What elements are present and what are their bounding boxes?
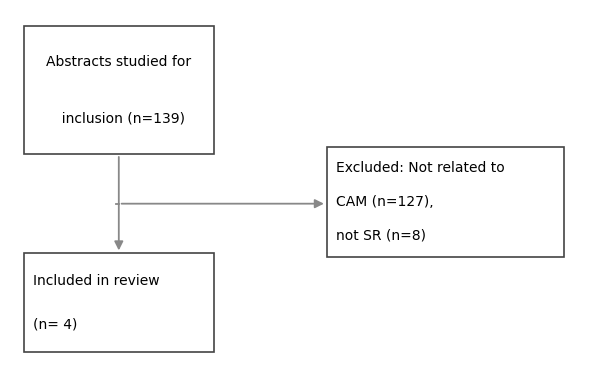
Text: not SR (n=8): not SR (n=8) xyxy=(336,228,426,242)
Text: CAM (n=127),: CAM (n=127), xyxy=(336,195,433,209)
Text: inclusion (n=139): inclusion (n=139) xyxy=(53,111,185,125)
Text: Excluded: Not related to: Excluded: Not related to xyxy=(336,161,504,175)
Bar xyxy=(327,147,564,257)
Bar xyxy=(24,26,214,154)
Text: Abstracts studied for: Abstracts studied for xyxy=(46,55,191,69)
Text: Included in review: Included in review xyxy=(33,274,159,288)
Bar xyxy=(24,253,214,352)
Text: (n= 4): (n= 4) xyxy=(33,317,77,331)
